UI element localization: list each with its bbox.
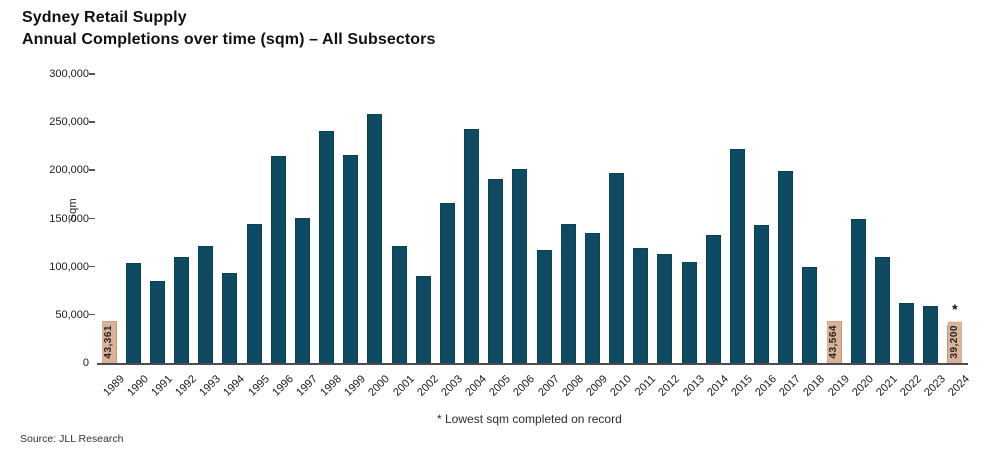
x-tick-label-2005: 2005: [487, 373, 514, 399]
y-tick-label-0: 0: [82, 357, 89, 369]
x-tick-label-1993: 1993: [197, 373, 224, 399]
bar-1991: [149, 280, 165, 363]
x-tick-label-2017: 2017: [777, 373, 804, 399]
bar-1989: 43,361: [101, 321, 117, 363]
bar-2013: [681, 262, 697, 363]
bar-2016: [754, 225, 770, 363]
y-tick-label-250000: 250,000: [49, 116, 89, 129]
bar-2000: [367, 113, 383, 363]
bar-value-label-2019: 43,564: [827, 322, 842, 362]
x-tick-label-1990: 1990: [124, 373, 151, 399]
x-tick-label-2007: 2007: [535, 373, 562, 399]
x-tick-label-2023: 2023: [922, 373, 949, 399]
bar-2008: [560, 223, 576, 363]
bar-2009: [584, 232, 600, 363]
footnote: * Lowest sqm completed on record: [437, 412, 622, 426]
y-tick-mark: [89, 73, 95, 75]
x-tick-label-1989: 1989: [100, 373, 127, 399]
bar-2023: [923, 305, 939, 363]
x-tick-label-1998: 1998: [318, 373, 345, 399]
x-tick-label-1991: 1991: [149, 373, 175, 399]
bar-2015: [729, 148, 745, 363]
plot-area: 43,361 43,564 39,200 * 0 50,000 100,000 150,000…: [49, 68, 967, 369]
x-tick-label-2002: 2002: [414, 373, 441, 399]
bar-2020: [850, 218, 866, 363]
x-tick-label-2004: 2004: [463, 373, 490, 399]
bar-2019: 43,564: [826, 321, 842, 363]
x-tick-label-2020: 2020: [849, 373, 876, 399]
bar-2017: [778, 170, 794, 363]
y-tick-label-100000: 100,000: [49, 260, 89, 273]
y-tick-label-150000: 150,000: [49, 212, 89, 225]
title-line-2: Annual Completions over time (sqm) – All…: [22, 30, 436, 48]
bar-1992: [174, 256, 190, 363]
bar-2021: [874, 257, 890, 363]
x-tick-label-2016: 2016: [753, 373, 780, 399]
bar-1994: [222, 272, 238, 363]
bar-1998: [319, 131, 335, 363]
y-tick-mark: [89, 121, 95, 123]
x-tick-label-1999: 1999: [342, 373, 369, 399]
bar-1990: [125, 263, 141, 363]
x-axis-labels: 1989 1990 1991 1992 1993 1994 1995 1996 1997 1998…: [97, 368, 973, 408]
y-tick-mark: [89, 265, 95, 268]
title-line-1: Sydney Retail Supply: [22, 9, 187, 26]
x-tick-label-2013: 2013: [680, 373, 707, 399]
bar-2022: [899, 302, 915, 363]
bar-2010: [609, 172, 625, 363]
bar-2006: [512, 169, 528, 363]
bar-1995: [246, 224, 262, 363]
x-tick-label-1997: 1997: [294, 373, 320, 399]
bar-2012: [657, 254, 673, 363]
y-tick-label-300000: 300,000: [49, 68, 89, 80]
bar-2018: [802, 267, 818, 363]
x-tick-label-1996: 1996: [269, 373, 296, 399]
x-tick-label-2003: 2003: [439, 373, 465, 399]
y-tick-mark: [89, 313, 95, 316]
x-tick-label-2024: 2024: [946, 373, 973, 399]
x-tick-label-2014: 2014: [704, 373, 731, 399]
bar-value-label-1989: 43,361: [102, 322, 117, 362]
x-tick-label-2018: 2018: [801, 373, 828, 399]
x-tick-label-2000: 2000: [366, 373, 393, 399]
bar-1993: [198, 246, 214, 363]
chart-title: Sydney Retail Supply Annual Completions …: [22, 7, 435, 50]
x-tick-label-2010: 2010: [608, 373, 635, 399]
x-tick-label-2022: 2022: [898, 373, 925, 399]
y-tick-label-50000: 50,000: [55, 308, 89, 321]
bar-1999: [343, 155, 359, 363]
bar-2024: 39,200 *: [947, 302, 963, 363]
y-tick-mark: [89, 169, 95, 171]
x-tick-label-1994: 1994: [221, 373, 248, 399]
x-tick-label-2015: 2015: [729, 373, 755, 399]
bar-2001: [391, 246, 407, 363]
lowest-record-asterisk: *: [952, 301, 958, 318]
x-tick-label-2012: 2012: [656, 373, 683, 399]
bar-2005: [488, 179, 504, 363]
bar-2007: [536, 249, 552, 363]
x-tick-label-1992: 1992: [173, 373, 200, 399]
bar-2002: [415, 275, 431, 363]
bar-2011: [633, 247, 649, 363]
source-attribution: Source: JLL Research: [20, 433, 124, 445]
x-tick-label-2021: 2021: [874, 373, 900, 399]
x-tick-label-2011: 2011: [633, 373, 659, 399]
x-tick-label-1995: 1995: [245, 373, 272, 399]
x-tick-label-2006: 2006: [511, 373, 538, 399]
x-axis-line: [97, 363, 968, 365]
x-tick-label-2008: 2008: [559, 373, 586, 399]
bar-2003: [439, 202, 455, 363]
bar-2004: [464, 129, 480, 363]
bar-1997: [294, 217, 310, 363]
x-tick-label-2009: 2009: [584, 373, 610, 399]
bar-2014: [705, 234, 721, 363]
bar-1996: [270, 156, 286, 363]
x-tick-label-2019: 2019: [825, 373, 852, 399]
y-tick-mark: [89, 217, 95, 219]
y-tick-label-200000: 200,000: [49, 164, 89, 177]
x-tick-label-2001: 2001: [390, 373, 417, 399]
bar-value-label-2024: 39,200: [947, 322, 962, 362]
